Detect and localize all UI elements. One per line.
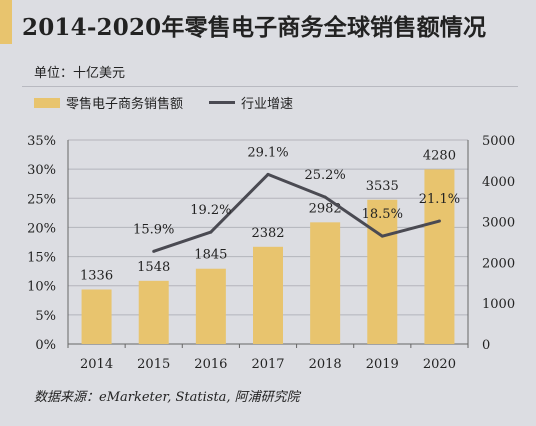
bar-value-label: 3535 bbox=[366, 179, 399, 194]
y-left-tick-label: 20% bbox=[27, 221, 56, 236]
y-left-tick-label: 35% bbox=[27, 134, 56, 149]
header-divider bbox=[22, 86, 518, 87]
x-tick-label: 2020 bbox=[423, 357, 456, 372]
x-tick-label: 2015 bbox=[137, 357, 170, 372]
bar-value-label: 2982 bbox=[309, 201, 342, 216]
growth-point bbox=[209, 230, 213, 234]
growth-point bbox=[266, 172, 270, 176]
legend-label-growth: 行业增速 bbox=[241, 97, 294, 112]
growth-series-line bbox=[153, 172, 440, 253]
bar-value-label: 1548 bbox=[137, 260, 170, 275]
page-title: 2014-2020年零售电子商务全球销售额情况 bbox=[22, 14, 487, 41]
legend-label-sales: 零售电子商务销售额 bbox=[66, 97, 184, 112]
bar bbox=[138, 280, 169, 344]
growth-value-label: 25.2% bbox=[304, 168, 345, 183]
y-right-tick-label: 1000 bbox=[482, 297, 515, 312]
y-right-tick-label: 0 bbox=[482, 338, 490, 353]
bar bbox=[253, 246, 283, 344]
growth-value-label: 21.1% bbox=[419, 192, 460, 207]
bar bbox=[424, 169, 455, 344]
bar-value-label: 1845 bbox=[194, 248, 227, 263]
source-note: 数据来源：eMarketer, Statista, 阿浦研究院 bbox=[34, 390, 300, 405]
growth-value-label: 18.5% bbox=[362, 207, 403, 222]
legend-bar-swatch bbox=[34, 97, 60, 108]
y-left-tick-label: 0% bbox=[35, 338, 56, 353]
y-left-tick-label: 25% bbox=[27, 192, 56, 207]
chart-legend: 零售电子商务销售额 行业增速 bbox=[34, 93, 293, 112]
growth-point bbox=[152, 249, 156, 253]
y-left-tick-label: 5% bbox=[35, 309, 56, 324]
y-right-tick-label: 3000 bbox=[482, 216, 515, 231]
x-tick-label: 2017 bbox=[251, 357, 284, 372]
bar bbox=[310, 222, 341, 344]
growth-point bbox=[323, 195, 327, 199]
growth-value-label: 19.2% bbox=[190, 203, 231, 218]
y-right-tick-label: 4000 bbox=[482, 175, 515, 190]
x-tick-label: 2014 bbox=[80, 357, 113, 372]
growth-point bbox=[380, 234, 384, 238]
y-left-tick-label: 15% bbox=[27, 251, 56, 266]
bar-value-label: 2382 bbox=[251, 226, 284, 241]
y-right-tick-label: 5000 bbox=[482, 134, 515, 149]
legend-line-swatch bbox=[209, 101, 236, 104]
bar bbox=[81, 289, 112, 344]
x-tick-label: 2016 bbox=[194, 357, 227, 372]
legend-item-sales: 零售电子商务销售额 bbox=[34, 93, 183, 112]
bar bbox=[195, 268, 226, 344]
x-tick-label: 2019 bbox=[366, 357, 399, 372]
y-left-tick-label: 10% bbox=[27, 280, 56, 295]
x-tick-label: 2018 bbox=[309, 357, 342, 372]
y-right-tick-label: 2000 bbox=[482, 256, 515, 271]
growth-point bbox=[437, 219, 441, 223]
growth-value-label: 15.9% bbox=[133, 222, 174, 237]
growth-value-label: 29.1% bbox=[247, 145, 288, 160]
y-left-tick-label: 30% bbox=[27, 163, 56, 178]
bar bbox=[367, 199, 398, 344]
legend-item-growth: 行业增速 bbox=[209, 93, 293, 112]
bar-value-label: 4280 bbox=[423, 148, 456, 163]
title-accent-bar bbox=[0, 0, 12, 44]
bar-value-label: 1336 bbox=[80, 268, 113, 283]
unit-label: 单位：十亿美元 bbox=[34, 66, 126, 81]
